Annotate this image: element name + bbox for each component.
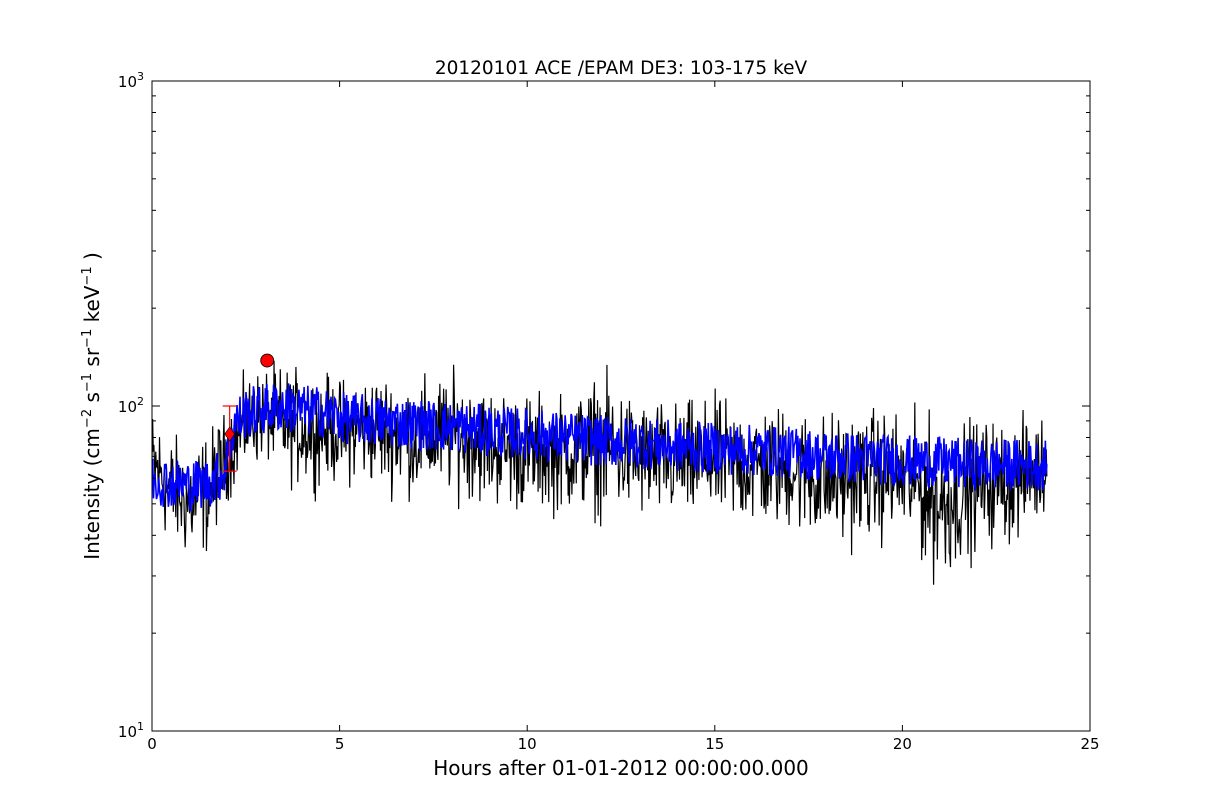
x-tick-label: 20 [893, 735, 912, 753]
y-tick-label-base: 10 [118, 723, 137, 741]
x-tick-label: 0 [147, 735, 157, 753]
y-axis-label-part: s [80, 392, 104, 409]
smoothed-intensity-line [152, 383, 1048, 512]
x-tick-label: 5 [335, 735, 345, 753]
x-tick-label: 25 [1080, 735, 1099, 753]
y-axis-label-sup: −1 [80, 329, 95, 348]
y-axis-label-part: keV [80, 285, 104, 329]
chart-title: 20120101 ACE /EPAM DE3: 103-175 keV [435, 58, 808, 79]
y-tick-label: 102 [118, 395, 144, 416]
x-tick-label: 15 [705, 735, 724, 753]
y-tick-label-exp: 2 [137, 395, 144, 408]
y-tick-label-base: 10 [118, 398, 137, 416]
y-tick-label: 103 [118, 70, 144, 91]
onset-diamond-marker [224, 426, 236, 442]
y-axis-label-part: Intensity (cm [80, 428, 104, 560]
plot-area [152, 353, 1048, 585]
y-axis-label-part: ) [80, 252, 104, 266]
marker-layer [222, 353, 275, 472]
x-axis-label: Hours after 01-01-2012 00:00:00.000 [433, 756, 809, 780]
x-axis-ticks: 0 5 10 15 20 25 [147, 81, 1100, 753]
y-tick-label-exp: 1 [137, 720, 144, 733]
y-axis-label-part: sr [80, 347, 104, 373]
y-tick-label-exp: 3 [137, 70, 144, 83]
y-tick-label-base: 10 [118, 73, 137, 91]
y-axis-label-sup: −1 [80, 266, 95, 285]
y-axis-label-sup: −2 [80, 409, 95, 428]
y-axis-label-sup: −1 [80, 373, 95, 392]
y-axis-label: Intensity (cm−2 s−1 sr−1 keV−1 ) [80, 252, 104, 560]
x-tick-label: 10 [518, 735, 537, 753]
y-tick-label: 101 [118, 720, 144, 741]
peak-circle-marker [260, 353, 275, 368]
